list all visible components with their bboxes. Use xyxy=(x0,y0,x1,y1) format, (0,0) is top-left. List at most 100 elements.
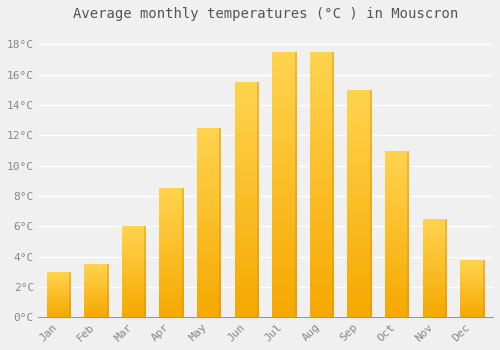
Bar xyxy=(197,158,222,162)
Bar xyxy=(197,166,222,169)
Bar xyxy=(422,306,447,308)
Bar xyxy=(460,284,484,285)
Bar xyxy=(46,289,71,290)
Bar xyxy=(385,224,409,227)
Bar xyxy=(460,298,484,299)
Bar xyxy=(348,172,372,176)
Bar xyxy=(348,254,372,258)
Bar xyxy=(385,191,409,194)
Bar xyxy=(69,272,71,317)
Bar xyxy=(348,176,372,181)
Bar xyxy=(122,241,146,243)
Bar xyxy=(272,89,296,95)
Bar xyxy=(160,230,184,232)
Bar xyxy=(348,213,372,217)
Bar xyxy=(310,275,334,280)
Bar xyxy=(234,195,259,200)
Bar xyxy=(84,301,108,302)
Bar xyxy=(272,248,296,254)
Bar xyxy=(385,204,409,207)
Bar xyxy=(84,265,108,266)
Bar xyxy=(460,279,484,281)
Bar xyxy=(257,82,259,317)
Bar xyxy=(84,286,108,287)
Bar xyxy=(460,294,484,296)
Bar xyxy=(460,282,484,283)
Bar xyxy=(310,264,334,270)
Bar xyxy=(422,278,447,280)
Bar xyxy=(348,158,372,163)
Bar xyxy=(197,128,222,132)
Bar xyxy=(220,128,222,317)
Bar xyxy=(234,139,259,143)
Bar xyxy=(460,265,484,266)
Bar xyxy=(310,142,334,147)
Bar xyxy=(348,204,372,208)
Bar xyxy=(234,129,259,134)
Bar xyxy=(272,286,296,291)
Bar xyxy=(122,256,146,257)
Bar xyxy=(310,270,334,275)
Bar xyxy=(46,316,71,317)
Bar xyxy=(160,214,184,217)
Bar xyxy=(84,284,108,285)
Bar xyxy=(197,284,222,287)
Bar xyxy=(385,157,409,161)
Bar xyxy=(122,292,146,294)
Bar xyxy=(310,280,334,286)
Bar xyxy=(160,191,184,194)
Bar xyxy=(122,261,146,263)
Bar xyxy=(310,174,334,179)
Bar xyxy=(460,274,484,275)
Bar xyxy=(197,185,222,188)
Bar xyxy=(310,179,334,185)
Bar xyxy=(422,229,447,231)
Bar xyxy=(46,311,71,312)
Bar xyxy=(385,164,409,167)
Bar xyxy=(160,284,184,287)
Bar xyxy=(385,278,409,281)
Bar xyxy=(272,174,296,179)
Bar xyxy=(122,312,146,314)
Bar xyxy=(197,302,222,306)
Bar xyxy=(46,290,71,291)
Bar xyxy=(348,145,372,149)
Bar xyxy=(460,301,484,302)
Bar xyxy=(272,100,296,105)
Bar xyxy=(197,245,222,249)
Bar xyxy=(408,150,410,317)
Bar xyxy=(84,281,108,282)
Bar xyxy=(197,215,222,219)
Bar xyxy=(234,120,259,125)
Title: Average monthly temperatures (°C ) in Mouscron: Average monthly temperatures (°C ) in Mo… xyxy=(73,7,458,21)
Bar xyxy=(234,223,259,228)
Bar xyxy=(460,305,484,306)
Bar xyxy=(385,231,409,234)
Bar xyxy=(422,300,447,302)
Bar xyxy=(385,181,409,184)
Bar xyxy=(310,307,334,312)
Bar xyxy=(460,262,484,263)
Bar xyxy=(385,220,409,224)
Bar xyxy=(385,261,409,264)
Bar xyxy=(160,188,184,191)
Bar xyxy=(385,177,409,181)
Bar xyxy=(460,289,484,290)
Bar xyxy=(46,305,71,306)
Bar xyxy=(272,94,296,100)
Bar xyxy=(460,278,484,279)
Bar xyxy=(385,247,409,251)
Bar xyxy=(160,209,184,212)
Bar xyxy=(272,302,296,307)
Bar xyxy=(234,238,259,242)
Bar xyxy=(46,294,71,295)
Bar xyxy=(385,274,409,278)
Bar xyxy=(234,308,259,313)
Bar xyxy=(348,263,372,267)
Bar xyxy=(348,154,372,158)
Bar xyxy=(234,92,259,96)
Bar xyxy=(460,286,484,287)
Bar xyxy=(46,302,71,303)
Bar xyxy=(385,298,409,301)
Bar xyxy=(84,275,108,276)
